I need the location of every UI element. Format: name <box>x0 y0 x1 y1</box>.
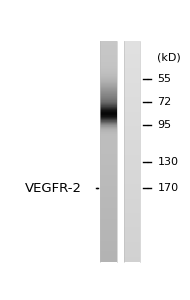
Text: 95: 95 <box>157 120 172 130</box>
Text: 170: 170 <box>157 184 178 194</box>
Text: 55: 55 <box>157 74 171 84</box>
Text: (kD): (kD) <box>157 53 181 63</box>
Text: 72: 72 <box>157 97 172 107</box>
Text: VEGFR-2: VEGFR-2 <box>25 182 82 195</box>
Text: 130: 130 <box>157 157 178 167</box>
